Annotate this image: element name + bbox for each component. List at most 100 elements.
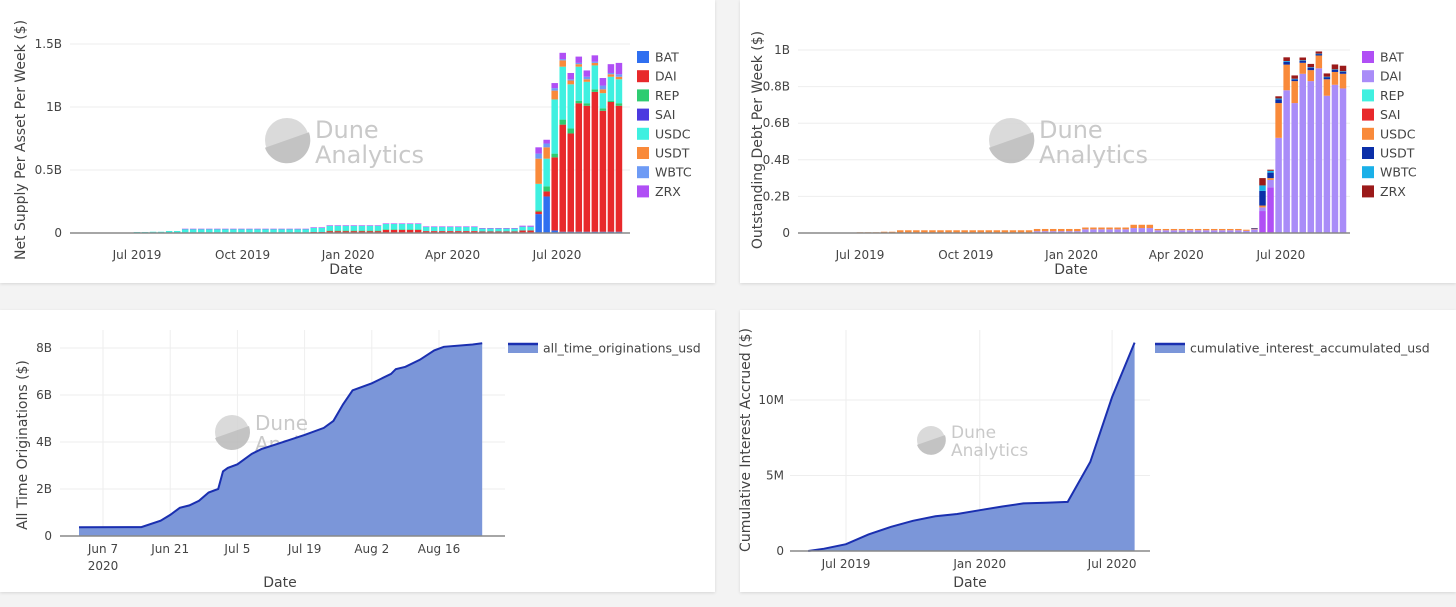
bar-segment-usdc[interactable] bbox=[1017, 230, 1025, 233]
bar-segment-bat[interactable] bbox=[543, 196, 550, 233]
bar-segment-usdc[interactable] bbox=[181, 228, 189, 233]
bar-segment-zrx[interactable] bbox=[1307, 63, 1315, 68]
bar-segment-zrx[interactable] bbox=[511, 228, 518, 229]
bar-segment-dai[interactable] bbox=[535, 211, 542, 215]
legend-swatch-dai[interactable] bbox=[1362, 70, 1374, 83]
bar-segment-dai[interactable] bbox=[1186, 230, 1194, 233]
bar-segment-usdt[interactable] bbox=[583, 79, 591, 82]
bar-segment-wbtc[interactable] bbox=[591, 61, 599, 63]
bar-segment-usdc[interactable] bbox=[953, 230, 960, 233]
bar-segment-usdc[interactable] bbox=[1283, 64, 1290, 91]
bar-segment-zrx[interactable] bbox=[535, 147, 542, 154]
bar-segment-rep[interactable] bbox=[551, 153, 558, 158]
bar-segment-usdc[interactable] bbox=[414, 223, 422, 230]
bar-segment-rep[interactable] bbox=[366, 230, 374, 232]
bar-segment-dai[interactable] bbox=[1082, 229, 1089, 233]
legend-label[interactable]: REP bbox=[655, 88, 680, 103]
bar-segment-zrx[interactable] bbox=[1331, 64, 1339, 70]
bar-segment-zrx[interactable] bbox=[262, 228, 269, 230]
bar-segment-usdc[interactable] bbox=[302, 228, 309, 233]
legend-label[interactable]: cumulative_interest_accumulated_usd bbox=[1190, 341, 1430, 356]
bar-segment-usdc[interactable] bbox=[1082, 227, 1089, 230]
bar-segment-usdc[interactable] bbox=[1202, 228, 1210, 231]
bar-segment-dai[interactable] bbox=[591, 91, 599, 232]
bar-segment-wbtc[interactable] bbox=[1307, 67, 1315, 68]
bar-segment-usdc[interactable] bbox=[189, 228, 197, 233]
bar-segment-dai[interactable] bbox=[1202, 230, 1210, 233]
bar-segment-zrx[interactable] bbox=[310, 227, 317, 228]
bar-segment-usdt[interactable] bbox=[1267, 172, 1274, 179]
bar-segment-dai[interactable] bbox=[1283, 90, 1290, 233]
bar-segment-usdt[interactable] bbox=[599, 89, 607, 94]
bar-segment-usdc[interactable] bbox=[905, 230, 912, 233]
bar-segment-usdt[interactable] bbox=[543, 147, 550, 159]
bar-segment-usdc[interactable] bbox=[921, 230, 928, 233]
bar-segment-wbtc[interactable] bbox=[1331, 69, 1339, 70]
bar-segment-dai[interactable] bbox=[430, 231, 438, 233]
bar-segment-usdc[interactable] bbox=[1090, 227, 1097, 230]
bar-segment-dai[interactable] bbox=[1210, 230, 1218, 233]
bar-segment-usdc[interactable] bbox=[1130, 224, 1137, 229]
bar-segment-wbtc[interactable] bbox=[1267, 170, 1274, 173]
bar-segment-rep[interactable] bbox=[575, 100, 583, 104]
bar-segment-zrx[interactable] bbox=[374, 225, 382, 226]
bar-segment-dai[interactable] bbox=[1275, 137, 1282, 233]
bar-segment-usdc[interactable] bbox=[1339, 73, 1347, 89]
bar-segment-bat[interactable] bbox=[1267, 187, 1274, 233]
bar-segment-usdc[interactable] bbox=[334, 225, 342, 231]
bar-segment-dai[interactable] bbox=[479, 231, 486, 233]
bar-segment-zrx[interactable] bbox=[479, 228, 486, 229]
bar-segment-rep[interactable] bbox=[382, 229, 390, 230]
legend-swatch[interactable] bbox=[508, 343, 538, 353]
bar-segment-usdc[interactable] bbox=[358, 225, 366, 231]
bar-segment-dai[interactable] bbox=[1259, 207, 1266, 212]
bar-segment-usdc[interactable] bbox=[270, 228, 277, 233]
bar-segment-usdc[interactable] bbox=[487, 228, 494, 232]
bar-segment-rep[interactable] bbox=[535, 210, 542, 212]
bar-segment-usdc[interactable] bbox=[985, 230, 993, 233]
bar-segment-wbtc[interactable] bbox=[551, 88, 558, 91]
bar-segment-wbtc[interactable] bbox=[583, 76, 591, 80]
bar-segment-usdc[interactable] bbox=[599, 93, 607, 109]
bar-segment-usdc[interactable] bbox=[471, 226, 478, 232]
bar-segment-usdc[interactable] bbox=[1331, 71, 1339, 85]
bar-segment-usdc[interactable] bbox=[463, 226, 470, 232]
bar-segment-usdc[interactable] bbox=[246, 228, 253, 233]
legend-label[interactable]: SAI bbox=[655, 107, 675, 122]
bar-segment-dai[interactable] bbox=[1146, 228, 1154, 233]
bar-segment-zrx[interactable] bbox=[222, 228, 229, 230]
bar-segment-usdc[interactable] bbox=[230, 228, 237, 233]
bar-segment-usdc[interactable] bbox=[278, 228, 285, 233]
bar-segment-zrx[interactable] bbox=[270, 228, 277, 230]
bar-segment-zrx[interactable] bbox=[198, 228, 205, 230]
bar-segment-zrx[interactable] bbox=[430, 226, 438, 228]
bar-segment-usdc[interactable] bbox=[382, 223, 390, 230]
bar-segment-usdc[interactable] bbox=[1259, 205, 1266, 208]
bar-segment-usdc[interactable] bbox=[286, 228, 293, 233]
bar-segment-dai[interactable] bbox=[1243, 230, 1250, 233]
bar-segment-dai[interactable] bbox=[1267, 179, 1274, 188]
bar-segment-zrx[interactable] bbox=[238, 228, 245, 230]
legend-swatch-usdc[interactable] bbox=[637, 127, 649, 140]
bar-segment-dai[interactable] bbox=[575, 103, 583, 232]
bar-segment-usdc[interactable] bbox=[262, 228, 269, 233]
bar-segment-usdc[interactable] bbox=[1098, 227, 1105, 230]
legend-swatch-rep[interactable] bbox=[637, 89, 649, 102]
bar-segment-zrx[interactable] bbox=[1267, 169, 1274, 171]
bar-segment-usdt[interactable] bbox=[1299, 60, 1307, 63]
bar-segment-wbtc[interactable] bbox=[567, 79, 575, 81]
bar-segment-usdc[interactable] bbox=[294, 228, 301, 233]
bar-segment-usdc[interactable] bbox=[366, 225, 374, 231]
bar-segment-usdt[interactable] bbox=[591, 62, 599, 66]
bar-segment-dai[interactable] bbox=[583, 105, 591, 232]
bar-segment-dai[interactable] bbox=[438, 231, 446, 233]
bar-segment-usdc[interactable] bbox=[1275, 103, 1282, 138]
bar-segment-wbtc[interactable] bbox=[1275, 98, 1282, 100]
bar-segment-zrx[interactable] bbox=[1299, 57, 1307, 61]
legend-swatch-zrx[interactable] bbox=[1362, 185, 1374, 198]
bar-segment-dai[interactable] bbox=[1041, 231, 1049, 233]
bar-segment-usdc[interactable] bbox=[1251, 228, 1258, 230]
legend-label[interactable]: USDC bbox=[655, 126, 691, 141]
bar-segment-usdc[interactable] bbox=[535, 183, 542, 211]
bar-segment-rep[interactable] bbox=[567, 128, 575, 134]
